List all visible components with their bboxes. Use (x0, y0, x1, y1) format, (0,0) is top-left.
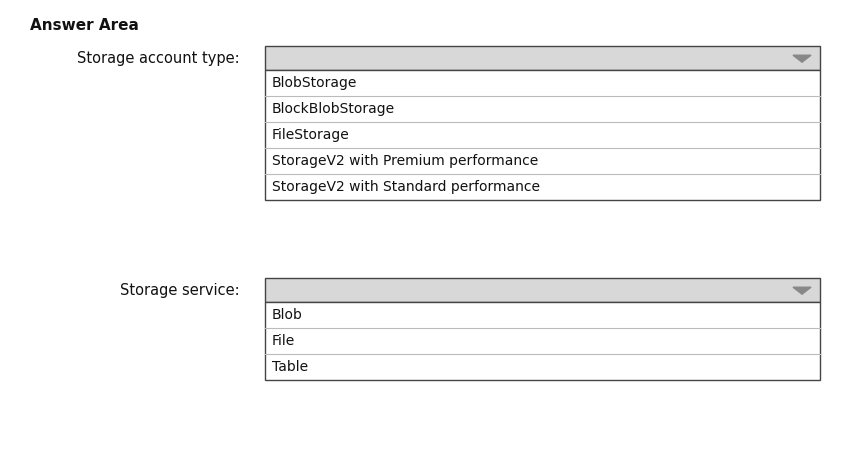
Text: Storage service:: Storage service: (121, 283, 240, 297)
Polygon shape (793, 55, 811, 62)
Text: StorageV2 with Premium performance: StorageV2 with Premium performance (272, 154, 538, 168)
Bar (265, 302, 820, 380)
Text: Storage account type:: Storage account type: (77, 51, 240, 66)
Text: File: File (272, 334, 295, 348)
Bar (265, 46, 820, 70)
Polygon shape (793, 287, 811, 294)
Text: Answer Area: Answer Area (30, 18, 139, 33)
Text: BlobStorage: BlobStorage (272, 76, 357, 90)
Text: Table: Table (272, 360, 308, 374)
Text: BlockBlobStorage: BlockBlobStorage (272, 102, 395, 116)
Text: StorageV2 with Standard performance: StorageV2 with Standard performance (272, 180, 540, 194)
Text: FileStorage: FileStorage (272, 128, 349, 142)
Bar (265, 278, 820, 302)
Bar (265, 70, 820, 200)
Text: Blob: Blob (272, 308, 303, 322)
